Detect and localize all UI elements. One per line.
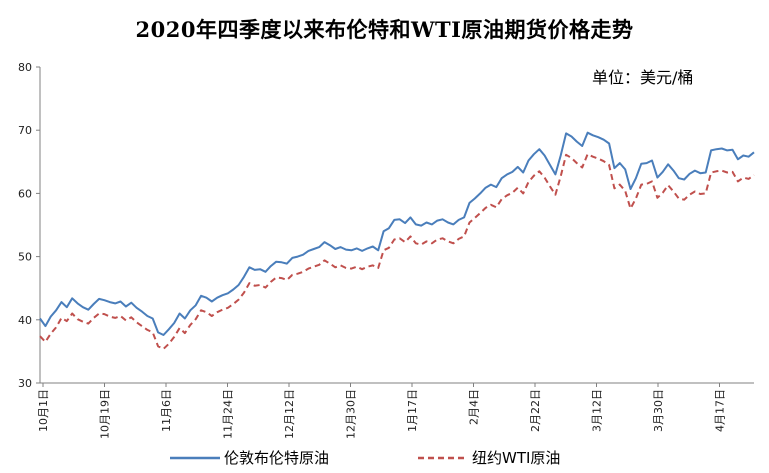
series-line-brent (39, 131, 755, 336)
legend-label-wti: 纽约WTI原油 (472, 449, 561, 467)
x-tick-label: 4月17日 (714, 389, 727, 432)
y-tick-label: 60 (18, 187, 32, 200)
x-tick-label: 11月24日 (222, 389, 235, 439)
x-tick-label: 1月17日 (406, 389, 419, 432)
x-tick-label: 3月12日 (591, 389, 604, 432)
y-tick-label: 70 (18, 124, 32, 137)
x-tick-label: 10月19日 (99, 389, 112, 439)
x-tick-label: 3月30日 (652, 389, 665, 432)
y-tick-label: 50 (18, 251, 32, 264)
series-line-wti (39, 153, 755, 350)
y-tick-label: 30 (18, 377, 32, 390)
chart-title: 2020年四季度以来布伦特和WTI原油期货价格走势 (135, 17, 634, 42)
legend-label-brent: 伦敦布伦特原油 (224, 449, 330, 467)
x-tick-label: 10月1日 (37, 389, 50, 432)
unit-label: 单位：美元/桶 (592, 68, 694, 87)
x-tick-label: 12月30日 (345, 389, 358, 439)
x-tick-label: 2月22日 (529, 389, 542, 432)
y-tick-label: 80 (18, 61, 32, 74)
y-tick-label: 40 (18, 314, 32, 327)
x-tick-label: 11月6日 (160, 389, 173, 432)
x-tick-label: 12月12日 (283, 389, 296, 439)
x-tick-label: 2月4日 (468, 389, 481, 425)
